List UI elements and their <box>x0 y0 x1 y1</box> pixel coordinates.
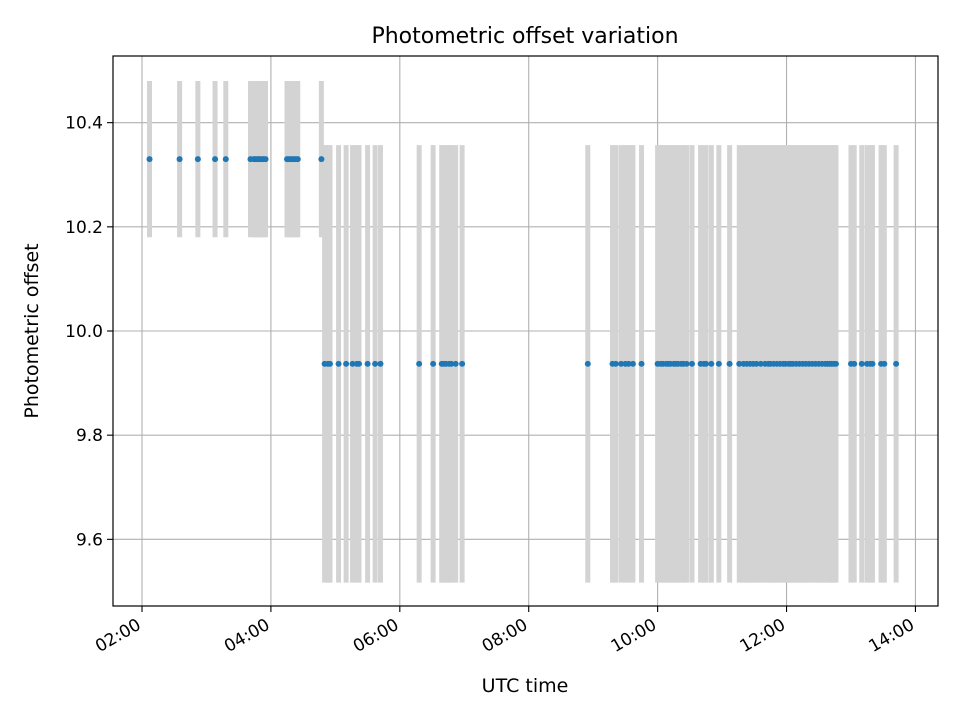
data-point <box>753 360 760 367</box>
y-tick-label: 10.4 <box>65 114 103 134</box>
y-tick-label: 10.2 <box>65 218 103 238</box>
data-point <box>851 360 858 367</box>
data-point <box>459 360 466 367</box>
data-point <box>702 360 709 367</box>
data-point <box>832 360 839 367</box>
y-tick-label: 9.6 <box>76 530 103 550</box>
data-point <box>294 156 301 163</box>
data-point <box>625 360 632 367</box>
y-axis: 9.6 9.8 10.0 10.2 10.4 <box>65 114 113 550</box>
data-point <box>736 360 743 367</box>
data-point <box>618 360 625 367</box>
data-point <box>349 360 356 367</box>
y-tick-label: 9.8 <box>76 426 103 446</box>
data-point <box>612 360 619 367</box>
data-point <box>629 360 636 367</box>
x-axis-label: UTC time <box>482 675 569 697</box>
data-point <box>343 360 350 367</box>
data-point <box>335 360 342 367</box>
y-tick-label: 10.0 <box>65 322 103 342</box>
data-point <box>584 360 591 367</box>
data-point <box>726 360 733 367</box>
data-point <box>416 360 423 367</box>
data-point <box>689 360 696 367</box>
data-point <box>881 360 888 367</box>
data-point <box>683 360 690 367</box>
data-point <box>326 360 333 367</box>
data-point <box>757 360 764 367</box>
data-point <box>638 360 645 367</box>
data-point <box>452 360 459 367</box>
y-axis-label: Photometric offset <box>21 243 43 418</box>
data-point <box>869 360 876 367</box>
data-point <box>708 360 715 367</box>
data-point <box>318 156 325 163</box>
data-point <box>262 156 269 163</box>
data-point <box>146 156 153 163</box>
data-point <box>448 360 455 367</box>
data-point <box>222 156 229 163</box>
data-point <box>858 360 865 367</box>
data-point <box>355 360 362 367</box>
data-point <box>377 360 384 367</box>
data-point <box>715 360 722 367</box>
data-point <box>430 360 437 367</box>
data-point <box>176 156 183 163</box>
data-point <box>194 156 201 163</box>
data-point <box>372 360 379 367</box>
data-points <box>146 156 900 367</box>
data-point <box>212 156 219 163</box>
data-point <box>364 360 371 367</box>
chart-title: Photometric offset variation <box>371 24 678 49</box>
data-point <box>893 360 900 367</box>
